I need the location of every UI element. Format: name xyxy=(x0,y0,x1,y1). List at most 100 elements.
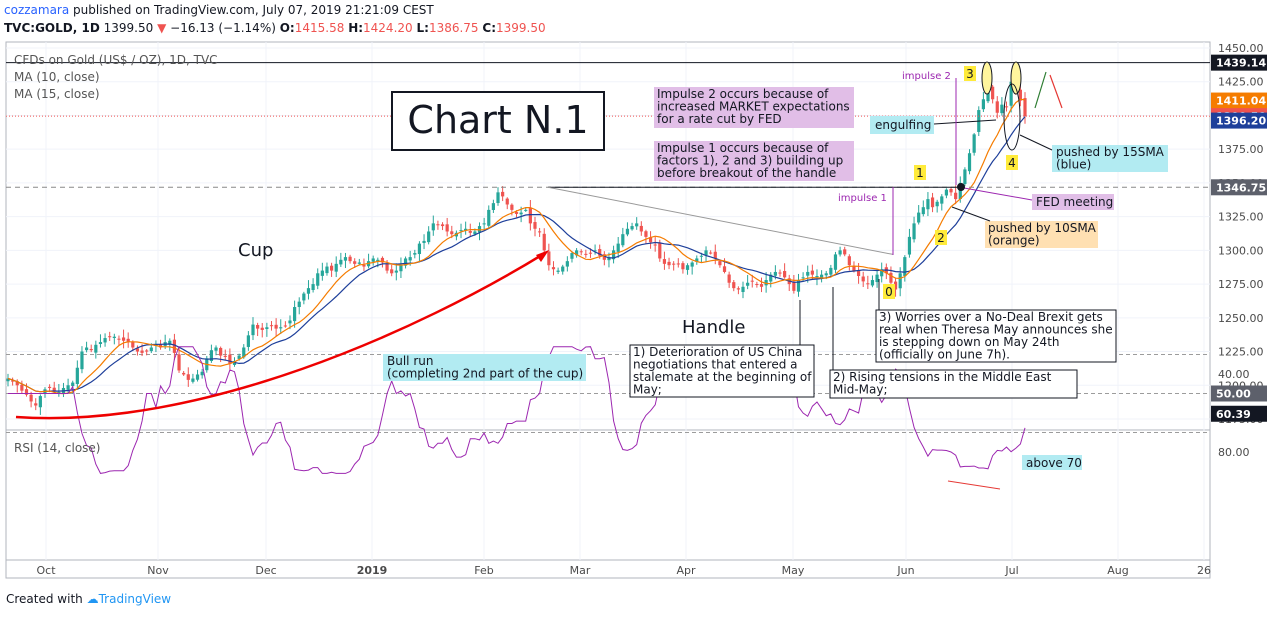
candle-body xyxy=(806,271,810,276)
red-down-arrow xyxy=(1049,74,1063,109)
candle-body xyxy=(251,324,255,336)
close-value: 1399.50 xyxy=(496,21,546,35)
candle-body xyxy=(570,253,574,259)
candle-body xyxy=(242,347,246,358)
time-axis-tick: Dec xyxy=(255,564,276,577)
candle-body xyxy=(579,251,583,253)
impulse1-label: impulse 1 xyxy=(838,193,887,204)
candle-body xyxy=(843,249,847,255)
candle-body xyxy=(316,273,320,286)
candle-body xyxy=(510,204,514,210)
candle-body xyxy=(750,280,754,282)
candle-body xyxy=(219,347,223,356)
candle-body xyxy=(459,230,463,232)
candle-body xyxy=(672,263,676,265)
rsi-price-tag-label: 50.00 xyxy=(1216,388,1251,401)
candle-body xyxy=(487,209,491,226)
candle-body xyxy=(561,266,565,272)
candle-body xyxy=(681,263,685,270)
open-value: 1415.58 xyxy=(294,21,345,35)
wave-marker-label: 4 xyxy=(1008,156,1016,170)
candle-body xyxy=(662,259,667,264)
candle-body xyxy=(288,320,292,324)
candle-body xyxy=(935,201,939,207)
candle-body xyxy=(912,223,916,240)
candle-body xyxy=(334,263,338,272)
candle-body xyxy=(658,242,662,259)
time-axis-tick: Nov xyxy=(147,564,169,577)
candle-body xyxy=(588,252,593,254)
candle-body xyxy=(440,224,445,227)
impulse1-box xyxy=(654,141,854,181)
candle-body xyxy=(838,250,842,255)
time-axis-tick: Jun xyxy=(896,564,914,577)
price-tag xyxy=(1211,54,1267,71)
candle-body xyxy=(829,267,833,275)
candle-body xyxy=(995,101,999,113)
impulse2-text: for a rate cut by FED xyxy=(657,112,782,126)
candle-body xyxy=(84,347,89,351)
down-arrow-icon: ▼ xyxy=(157,21,167,35)
author-link[interactable]: cozzamara xyxy=(4,3,70,17)
rsi-axis-tick: 80.00 xyxy=(1218,446,1250,459)
candle-body xyxy=(329,265,334,271)
impulse2-label: impulse 2 xyxy=(902,71,951,82)
high-value: 1424.20 xyxy=(363,21,413,35)
candle-body xyxy=(824,273,828,276)
candle-body xyxy=(427,231,431,243)
candle-body xyxy=(755,284,759,286)
pushed-10sma-arrow xyxy=(951,206,991,222)
candle-body xyxy=(616,243,620,252)
candle-body xyxy=(302,293,306,301)
rsi-axis-tick: 40.00 xyxy=(1218,368,1250,381)
candle-body xyxy=(48,386,52,388)
engulfing-box xyxy=(870,116,934,134)
candle-body xyxy=(274,324,278,329)
candle-body xyxy=(847,256,851,266)
candle-body xyxy=(625,228,630,235)
wave-marker-box xyxy=(935,230,947,245)
candle-body xyxy=(764,280,768,286)
note1-text: May; xyxy=(633,383,662,397)
note3-text: 3) Worries over a No-Deal Brexit gets xyxy=(879,310,1103,324)
candle-body xyxy=(450,231,454,235)
candle-body xyxy=(1004,106,1009,108)
candle-body xyxy=(209,350,213,361)
engulfing-ellipse xyxy=(1003,83,1021,151)
candle-body xyxy=(464,228,468,231)
candle-body xyxy=(52,387,56,391)
price-axis-tick: 1450.00 xyxy=(1218,42,1264,55)
candle-body xyxy=(135,348,140,352)
candle-body xyxy=(195,374,200,380)
candle-body xyxy=(699,255,704,257)
wave-marker-label: 0 xyxy=(885,285,893,299)
candle-body xyxy=(944,189,949,196)
engulfing-label: engulfing xyxy=(875,118,931,132)
note1-text: negotiations that entered a xyxy=(633,358,798,372)
note3-text: is stepping down on May 24th xyxy=(879,335,1060,349)
ohlc-line: TVC:GOLD, 1D 1399.50 ▼ −16.13 (−1.14%) O… xyxy=(4,21,546,35)
note3-box xyxy=(875,309,1117,363)
low-label: L: xyxy=(416,21,429,35)
candle-body xyxy=(514,212,519,214)
bull-run-text: (completing 2nd part of the cup) xyxy=(387,367,583,381)
tradingview-logo-icon[interactable]: ☁ xyxy=(86,592,99,606)
candle-body xyxy=(121,337,126,341)
candle-body xyxy=(889,272,893,283)
rsi-line xyxy=(8,346,1026,474)
impulse2-box xyxy=(654,87,854,128)
note3-text: real when Theresa May announces she xyxy=(879,323,1113,337)
candle-body xyxy=(611,250,616,260)
time-axis-tick: 2019 xyxy=(357,564,388,577)
candle-body xyxy=(815,275,819,278)
candle-body xyxy=(783,271,787,278)
candle-body xyxy=(57,392,61,394)
candle-body xyxy=(769,274,773,282)
bull-run-text: Bull run xyxy=(387,354,433,368)
tradingview-brand[interactable]: TradingView xyxy=(98,592,172,606)
candle-body xyxy=(172,339,177,353)
candle-body xyxy=(380,257,385,263)
candle-body xyxy=(930,197,935,208)
note1-text: 1) Deterioration of US China xyxy=(633,345,802,359)
